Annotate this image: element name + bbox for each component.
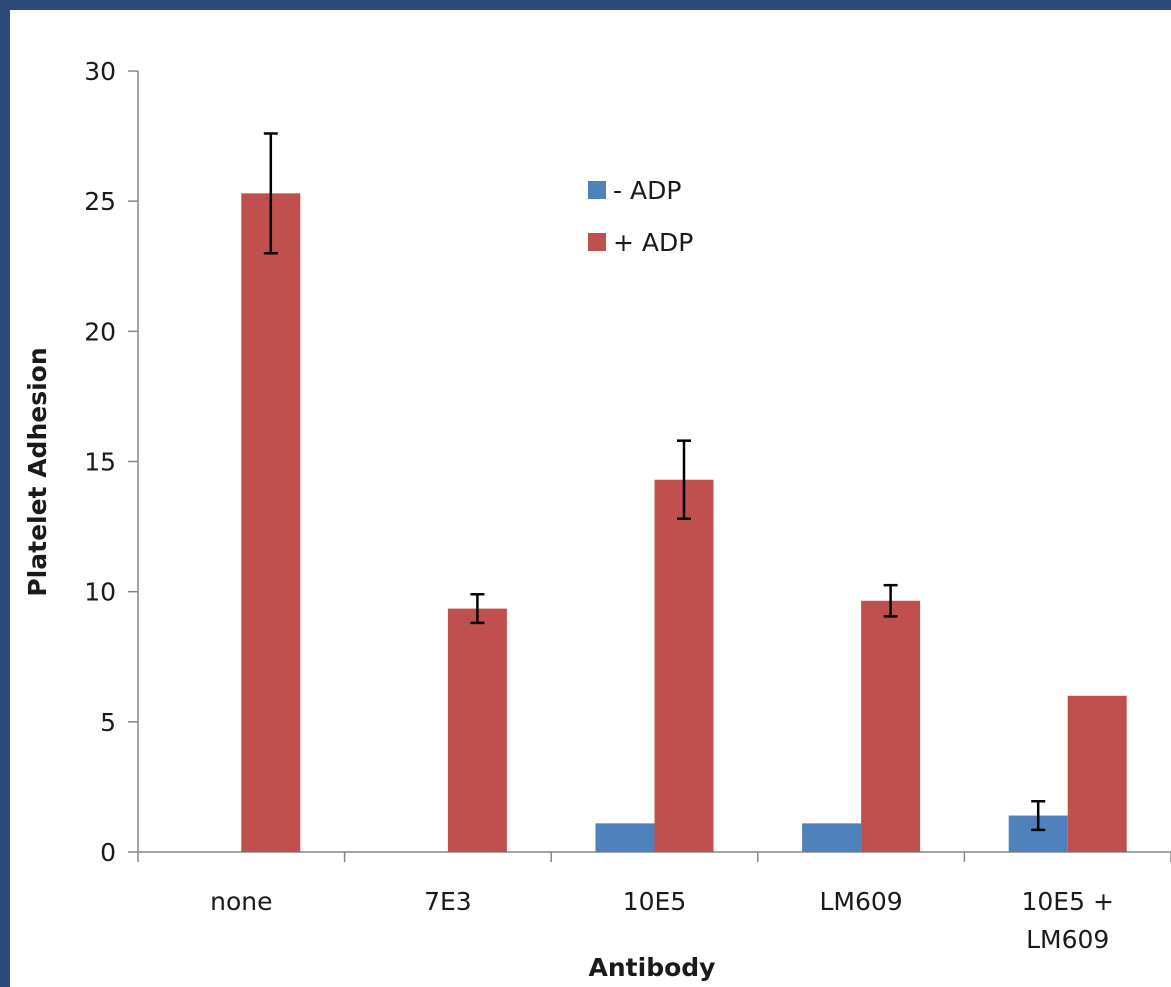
bar-plus-adp <box>1067 695 1127 852</box>
chart-frame: 0 5 10 15 20 25 30 none 7E3 10E5 LM609 10E5 + LM609… <box>10 10 1171 987</box>
x-tick-label: 7E3 <box>424 887 472 916</box>
y-tick-label: 10 <box>84 578 116 607</box>
y-tick-label: 25 <box>84 187 116 216</box>
legend: - ADP + ADP <box>588 176 693 257</box>
y-tick-label: 0 <box>100 838 116 867</box>
axes-group <box>128 70 1171 862</box>
legend-label: + ADP <box>613 228 693 257</box>
x-tick-label-line: 10E5 + <box>1021 887 1113 916</box>
y-tick-labels: 0 5 10 15 20 25 30 <box>84 57 116 867</box>
x-tick-label: 10E5 + LM609 <box>1021 887 1113 954</box>
x-tick-label-line: 7E3 <box>424 887 472 916</box>
y-tick-label: 20 <box>84 317 116 346</box>
bar-plus-adp <box>861 600 921 852</box>
x-axis-title: Antibody <box>589 953 716 982</box>
x-tick-labels: none 7E3 10E5 LM609 10E5 + LM609 <box>210 887 1114 954</box>
error-bars-group <box>263 132 1046 832</box>
x-tick-label-line: none <box>210 887 272 916</box>
x-tick-label: none <box>210 887 272 916</box>
bar-minus-adp <box>595 823 655 852</box>
y-tick-label: 5 <box>100 708 116 737</box>
bar-chart: 0 5 10 15 20 25 30 none 7E3 10E5 LM609 10E5 + LM609… <box>23 57 1171 982</box>
legend-swatch <box>588 181 606 199</box>
y-tick-label: 30 <box>84 57 116 86</box>
x-tick-label: 10E5 <box>623 887 687 916</box>
bar-plus-adp <box>654 479 714 852</box>
bar-plus-adp <box>241 193 301 852</box>
y-axis-title: Platelet Adhesion <box>23 347 52 596</box>
x-tick-label: LM609 <box>819 887 902 916</box>
x-tick-label-line: 10E5 <box>623 887 687 916</box>
legend-swatch <box>588 233 606 251</box>
y-tick-label: 15 <box>84 448 116 477</box>
bar-minus-adp <box>802 823 862 852</box>
bar-plus-adp <box>447 608 507 852</box>
x-tick-label-line: LM609 <box>1026 925 1109 954</box>
bars-group <box>241 193 1127 852</box>
x-tick-label-line: LM609 <box>819 887 902 916</box>
legend-label: - ADP <box>613 176 681 205</box>
